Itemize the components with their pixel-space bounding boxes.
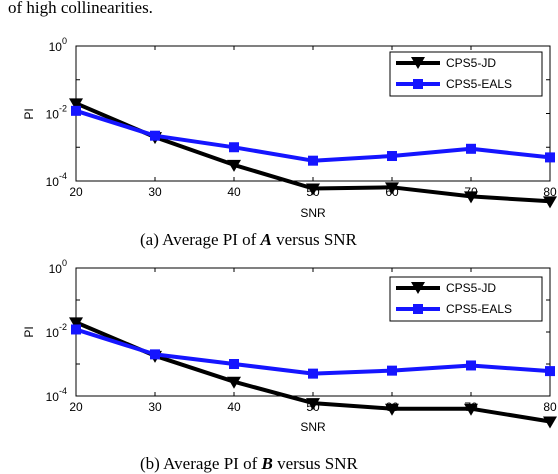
- point-jd-b: [464, 403, 478, 416]
- caption-b: (b) Average PI of B versus SNR: [140, 454, 358, 473]
- caption-a: (a) Average PI of A versus SNR: [140, 230, 358, 249]
- chart-b: 2030405060708010010-210-4 SNR PI CPS5-JD…: [22, 258, 557, 473]
- point-eals-b: [308, 368, 318, 379]
- point-eals-a: [150, 130, 160, 141]
- point-eals-a: [387, 151, 397, 162]
- point-eals-b: [71, 324, 81, 335]
- point-jd-b: [227, 376, 241, 389]
- point-eals-b: [466, 360, 476, 371]
- point-jd-a: [385, 182, 399, 195]
- series-b: [69, 317, 557, 429]
- x-tick-label-a: 20: [69, 185, 83, 199]
- point-jd-a: [227, 159, 241, 172]
- point-jd-b: [385, 403, 399, 416]
- legend-marker-eals-a: [413, 79, 423, 89]
- chart-a: 2030405060708010010-210-4 SNR PI CPS5-JD…: [22, 36, 557, 249]
- ticks-b: 2030405060708010010-210-4: [46, 258, 557, 414]
- legend-label-jd-a: CPS5-JD: [446, 56, 496, 70]
- point-eals-b: [545, 366, 555, 377]
- point-eals-a: [71, 105, 81, 116]
- point-jd-b: [543, 416, 557, 429]
- y-tick-label-a: 10-4: [46, 171, 67, 189]
- point-eals-a: [466, 143, 476, 154]
- x-tick-label-a: 80: [543, 185, 557, 199]
- legend-label-eals-a: CPS5-EALS: [446, 77, 512, 91]
- legend-marker-jd-b: [411, 282, 425, 294]
- x-axis-label-a: SNR: [300, 206, 326, 220]
- point-jd-a: [69, 98, 83, 111]
- legend-marker-eals-b: [413, 304, 423, 314]
- x-tick-label-a: 30: [148, 185, 162, 199]
- x-axis-label-b: SNR: [300, 420, 326, 434]
- point-eals-b: [150, 349, 160, 360]
- legend-label-jd-b: CPS5-JD: [446, 281, 496, 295]
- y-axis-label-b: PI: [22, 326, 36, 337]
- legend-a: CPS5-JD CPS5-EALS: [389, 51, 543, 97]
- point-eals-a: [229, 142, 239, 153]
- header-text-fragment: of high collinearities.: [8, 0, 153, 17]
- point-eals-b: [387, 365, 397, 376]
- x-tick-label-b: 80: [543, 400, 557, 414]
- x-tick-label-b: 20: [69, 400, 83, 414]
- y-tick-label-a: 10-2: [46, 104, 67, 122]
- point-eals-b: [229, 359, 239, 369]
- point-jd-a: [543, 196, 557, 209]
- point-eals-a: [308, 155, 318, 166]
- legend-label-eals-b: CPS5-EALS: [446, 302, 512, 316]
- legend-b: CPS5-JD CPS5-EALS: [389, 276, 543, 322]
- y-axis-label-a: PI: [22, 108, 36, 119]
- series-a: [69, 98, 557, 209]
- y-tick-label-b: 10-4: [46, 386, 67, 404]
- x-tick-label-b: 30: [148, 400, 162, 414]
- point-jd-b: [306, 398, 320, 411]
- point-jd-a: [306, 183, 320, 196]
- x-tick-label-b: 40: [227, 400, 241, 414]
- point-eals-a: [545, 152, 555, 163]
- point-jd-b: [69, 317, 83, 330]
- point-jd-a: [464, 191, 478, 204]
- y-tick-label-b: 10-2: [46, 322, 67, 340]
- y-tick-label-a: 100: [49, 36, 67, 54]
- x-tick-label-a: 40: [227, 185, 241, 199]
- y-tick-label-b: 100: [49, 258, 67, 276]
- legend-marker-jd-a: [411, 57, 425, 69]
